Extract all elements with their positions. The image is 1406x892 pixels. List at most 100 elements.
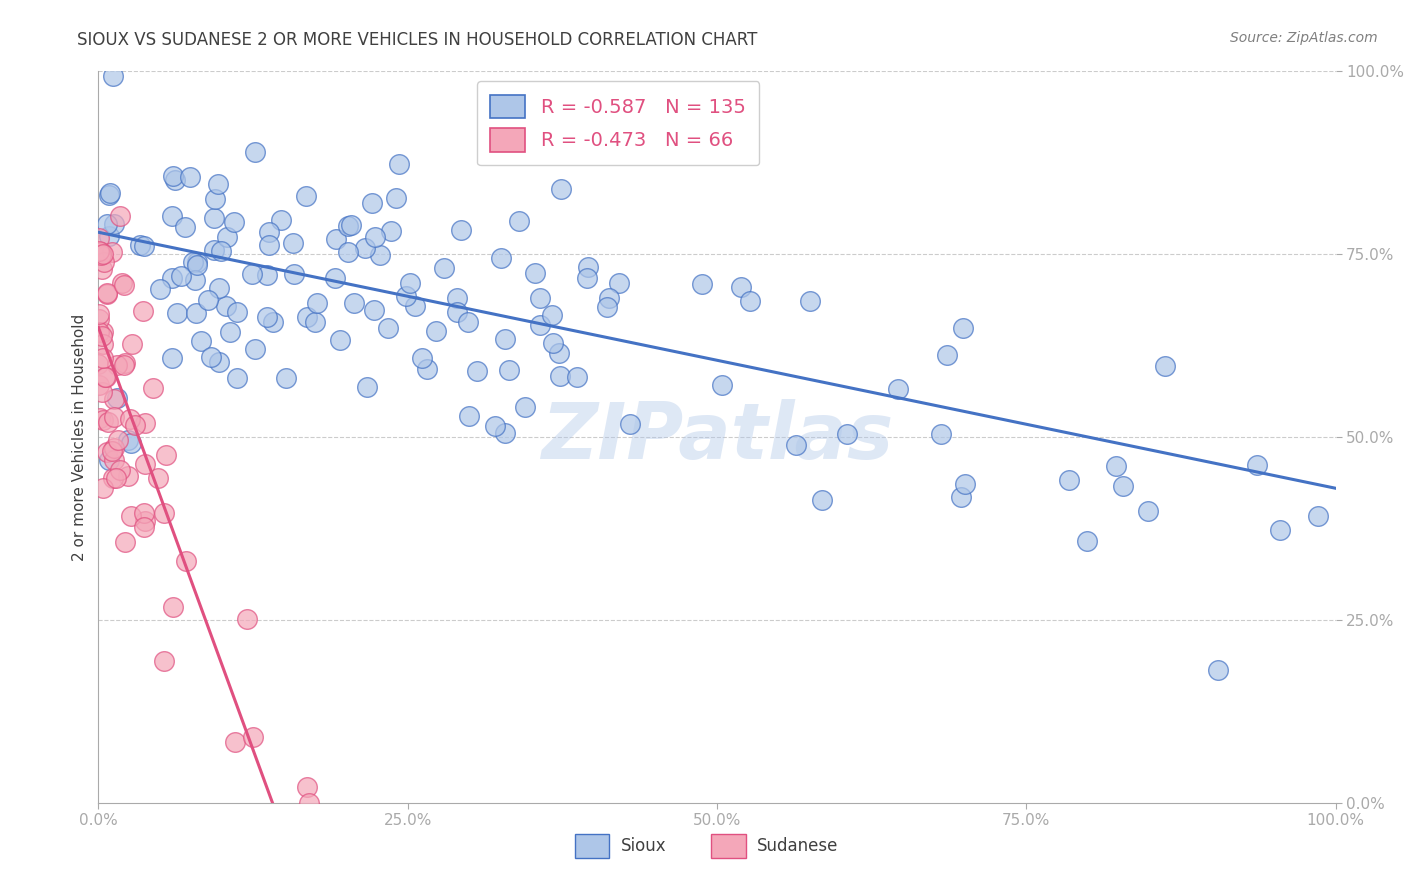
Point xyxy=(162,599,184,614)
Point xyxy=(153,654,176,668)
Point xyxy=(200,350,222,364)
Point xyxy=(377,321,399,335)
Text: Sudanese: Sudanese xyxy=(756,837,838,855)
Point xyxy=(96,217,118,231)
Point xyxy=(340,218,363,232)
Point xyxy=(207,178,229,192)
Point xyxy=(118,412,141,426)
Point xyxy=(1111,479,1133,493)
Point xyxy=(160,351,183,366)
Point xyxy=(404,299,426,313)
Point xyxy=(174,220,197,235)
Point xyxy=(100,245,122,260)
Point xyxy=(183,254,205,268)
Point xyxy=(98,228,121,243)
Point xyxy=(494,426,516,441)
Point xyxy=(1076,534,1098,549)
Point xyxy=(98,186,121,200)
Point xyxy=(87,357,110,371)
Point xyxy=(91,336,114,351)
Point xyxy=(364,229,387,244)
Point xyxy=(363,303,385,318)
Point xyxy=(936,348,959,362)
Point xyxy=(87,378,110,392)
Point xyxy=(1057,473,1080,487)
Point xyxy=(619,417,641,431)
Point xyxy=(257,226,280,240)
Point xyxy=(89,411,111,425)
Point xyxy=(1306,509,1329,524)
Point xyxy=(105,470,128,484)
Point xyxy=(811,493,834,508)
Point xyxy=(607,276,630,290)
Point xyxy=(103,452,125,467)
Point xyxy=(94,370,117,384)
Point xyxy=(243,145,266,159)
Point xyxy=(208,355,231,369)
Point xyxy=(103,441,125,455)
Point xyxy=(87,325,110,339)
Point xyxy=(107,433,129,447)
Point xyxy=(368,248,391,262)
Point xyxy=(295,780,318,794)
Point xyxy=(96,285,118,300)
Point xyxy=(1246,458,1268,472)
Point xyxy=(336,244,359,259)
Point xyxy=(952,321,974,335)
Point xyxy=(162,209,184,223)
Point xyxy=(450,223,472,237)
Point xyxy=(202,211,225,225)
Point xyxy=(134,514,156,528)
Point xyxy=(186,255,208,269)
Point xyxy=(148,471,170,485)
Point xyxy=(111,276,134,290)
Point xyxy=(730,280,752,294)
Point xyxy=(361,196,384,211)
Point xyxy=(240,268,263,282)
Point xyxy=(183,273,205,287)
Point xyxy=(541,308,564,322)
Point xyxy=(1270,523,1292,537)
Y-axis label: 2 or more Vehicles in Household: 2 or more Vehicles in Household xyxy=(72,313,87,561)
Point xyxy=(388,157,411,171)
Point xyxy=(415,362,437,376)
Point xyxy=(295,310,318,324)
Point xyxy=(263,315,285,329)
Point xyxy=(94,370,117,384)
Point xyxy=(87,231,110,245)
Point xyxy=(103,410,125,425)
Point xyxy=(132,303,155,318)
Point xyxy=(218,325,240,339)
Point xyxy=(298,796,321,810)
Point xyxy=(132,239,155,253)
Point xyxy=(395,288,418,302)
Point xyxy=(243,343,266,357)
Point xyxy=(197,293,219,307)
Point xyxy=(98,453,121,467)
Point xyxy=(354,241,377,255)
Point xyxy=(162,169,184,184)
Point xyxy=(129,237,152,252)
Point xyxy=(90,328,112,343)
Point xyxy=(835,427,858,442)
Point xyxy=(523,266,546,280)
FancyBboxPatch shape xyxy=(575,834,609,858)
Point xyxy=(785,438,807,452)
Point xyxy=(114,535,136,549)
Point xyxy=(596,300,619,314)
Point xyxy=(101,471,124,485)
Point xyxy=(256,310,278,324)
Point xyxy=(274,371,297,385)
Point xyxy=(236,611,259,625)
Point xyxy=(547,345,569,359)
Point xyxy=(155,448,177,462)
Point xyxy=(179,169,201,184)
Point xyxy=(1137,504,1160,518)
FancyBboxPatch shape xyxy=(711,834,745,858)
Point xyxy=(457,315,479,329)
Point xyxy=(529,318,551,332)
Point xyxy=(385,191,408,205)
Point xyxy=(215,230,238,244)
Point xyxy=(117,434,139,448)
Point xyxy=(117,469,139,483)
